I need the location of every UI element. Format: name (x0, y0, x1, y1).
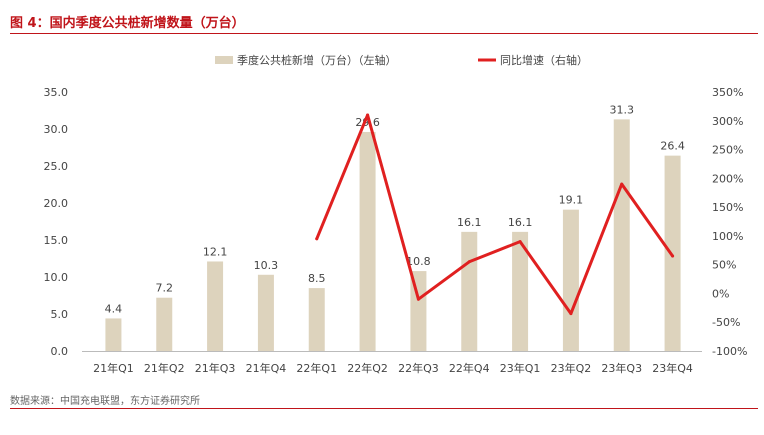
bar-value-label: 10.3 (254, 259, 279, 272)
right-tick-label: 50% (712, 259, 736, 272)
right-tick-label: 100% (712, 230, 743, 243)
left-tick-label: 0.0 (51, 345, 69, 358)
growth-point (518, 240, 522, 244)
bottom-rule (10, 408, 758, 409)
x-tick-label: 21年Q1 (93, 361, 134, 375)
bar (512, 231, 529, 351)
bar-data-labels: 4.4 7.2 12.1 10.3 8.5 29.6 10.8 16.1 16.1 19.1 31.… (105, 103, 685, 315)
bar (664, 155, 681, 351)
bar (207, 261, 224, 351)
x-tick-label: 23年Q4 (652, 361, 693, 375)
bar (613, 119, 630, 351)
bar (105, 318, 122, 351)
chart: 季度公共桩新增（万台）（左轴） 同比增速（右轴） 0.0 5.0 10.0 15.0 2… (44, 53, 748, 375)
bar (410, 271, 427, 351)
bar-series (105, 119, 681, 351)
right-tick-label: 350% (712, 86, 743, 99)
legend-line-label: 同比增速（右轴） (500, 53, 588, 67)
growth-point (315, 237, 319, 241)
right-tick-label: -100% (712, 345, 747, 358)
bar (359, 131, 376, 351)
bar (308, 288, 325, 351)
right-tick-label: 300% (712, 115, 743, 128)
right-tick-label: 200% (712, 172, 743, 185)
x-tick-label: 22年Q1 (296, 361, 337, 375)
growth-point (366, 113, 370, 117)
figure-title: 图 4：国内季度公共桩新增数量（万台） (10, 16, 245, 31)
bar-value-label: 7.2 (156, 282, 174, 295)
growth-point (569, 312, 573, 316)
legend: 季度公共桩新增（万台）（左轴） 同比增速（右轴） (215, 53, 588, 67)
growth-point (671, 254, 675, 258)
left-tick-label: 35.0 (44, 86, 69, 99)
bar-value-label: 4.4 (105, 302, 123, 315)
bar-value-label: 19.1 (559, 194, 584, 207)
growth-point (620, 182, 624, 186)
x-tick-label: 22年Q4 (449, 361, 490, 375)
title-rule (10, 33, 758, 34)
bar (562, 209, 579, 351)
x-tick-label: 21年Q3 (195, 361, 236, 375)
bar-value-label: 29.6 (355, 116, 380, 129)
right-tick-label: 0% (712, 287, 729, 300)
x-tick-label: 23年Q1 (500, 361, 541, 375)
left-axis: 0.0 5.0 10.0 15.0 20.0 25.0 30.0 35.0 (44, 86, 69, 358)
bar-value-label: 12.1 (203, 245, 228, 258)
bar-value-label: 31.3 (610, 103, 635, 116)
legend-bar-label: 季度公共桩新增（万台）（左轴） (237, 53, 397, 67)
x-tick-label: 21年Q2 (144, 361, 185, 375)
bar-value-label: 10.8 (406, 255, 431, 268)
bar (257, 274, 274, 351)
right-tick-label: 250% (712, 144, 743, 157)
x-axis: 21年Q1 21年Q2 21年Q3 21年Q4 22年Q1 22年Q2 22年Q3 22年Q4… (82, 351, 702, 375)
bar-value-label: 26.4 (660, 140, 685, 153)
left-tick-label: 5.0 (51, 308, 69, 321)
x-tick-label: 22年Q3 (398, 361, 439, 375)
left-tick-label: 10.0 (44, 271, 69, 284)
legend-bar-swatch (215, 56, 233, 64)
x-tick-label: 23年Q2 (551, 361, 592, 375)
left-tick-label: 30.0 (44, 123, 69, 136)
x-tick-label: 22年Q2 (347, 361, 388, 375)
growth-point (416, 297, 420, 301)
source-note: 数据来源：中国充电联盟，东方证券研究所 (10, 396, 200, 407)
growth-point (467, 260, 471, 264)
bar (156, 297, 173, 351)
left-tick-label: 25.0 (44, 160, 69, 173)
growth-line (315, 113, 675, 316)
right-axis: -100% -50% 0% 50% 100% 150% 200% 250% 300% 350% (712, 86, 747, 358)
left-tick-label: 15.0 (44, 234, 69, 247)
bar (461, 231, 478, 351)
bar-value-label: 8.5 (308, 272, 326, 285)
x-tick-label: 23年Q3 (601, 361, 642, 375)
right-tick-label: 150% (712, 201, 743, 214)
bar-value-label: 16.1 (508, 216, 533, 229)
bar-value-label: 16.1 (457, 216, 482, 229)
right-tick-label: -50% (712, 316, 740, 329)
line-series (315, 113, 675, 316)
left-tick-label: 20.0 (44, 197, 69, 210)
x-tick-label: 21年Q4 (246, 361, 287, 375)
